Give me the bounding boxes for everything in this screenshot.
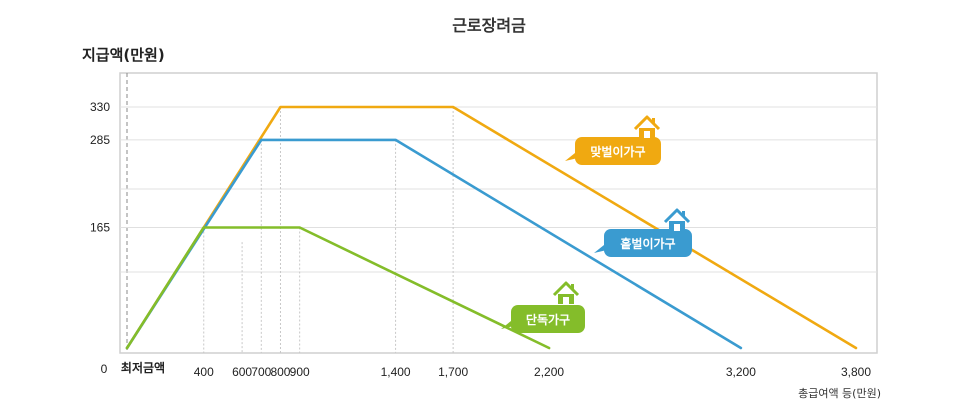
x-min-label: 최저금액	[121, 360, 165, 375]
x-axis-title: 총급여액 등(만원)	[798, 387, 881, 400]
house-door	[674, 224, 680, 231]
house-roof	[552, 281, 580, 297]
grid	[120, 106, 877, 353]
house-door	[644, 131, 650, 138]
house-chimney	[652, 118, 655, 123]
series-badge	[575, 137, 661, 165]
house-chimney	[682, 211, 685, 216]
y-axis-title: 지급액(만원)	[82, 46, 165, 64]
series-badge	[511, 305, 585, 333]
house-icon	[552, 281, 580, 304]
series-lines	[125, 105, 858, 350]
x-tick-label: 600	[232, 365, 252, 379]
plot-frame	[119, 72, 878, 354]
series-badge-label: 홑벌이가구	[620, 236, 675, 251]
house-icon	[633, 115, 661, 138]
x-tick-label: 3,800	[841, 365, 871, 379]
x-tick-label: 400	[194, 365, 214, 379]
tick-labels: 165 285 330 400 600 700 800 900 1,400 1,700 2,200 3…	[90, 100, 881, 400]
y-tick-label: 165	[90, 221, 110, 235]
series-badge	[604, 229, 692, 257]
x-origin-label: 0	[101, 362, 108, 376]
chart-title: 근로장려금	[452, 16, 526, 35]
x-tick-label: 800	[270, 365, 290, 379]
y-tick-label: 330	[90, 100, 110, 114]
house-roof	[633, 115, 661, 131]
house-door	[563, 297, 569, 304]
y-tick-label: 285	[90, 133, 110, 147]
series-badge-label: 단독가구	[526, 312, 570, 327]
house-icon	[663, 208, 691, 231]
x-tick-label: 3,200	[726, 365, 756, 379]
house-chimney	[571, 284, 574, 289]
x-tick-label: 900	[290, 365, 310, 379]
x-tick-label: 1,400	[381, 365, 411, 379]
series-badge-label: 맞벌이가구	[590, 144, 645, 159]
x-tick-label: 1,700	[438, 365, 468, 379]
house-roof	[663, 208, 691, 224]
series-line	[125, 226, 551, 350]
x-tick-label: 2,200	[534, 365, 564, 379]
x-tick-label: 700	[251, 365, 271, 379]
